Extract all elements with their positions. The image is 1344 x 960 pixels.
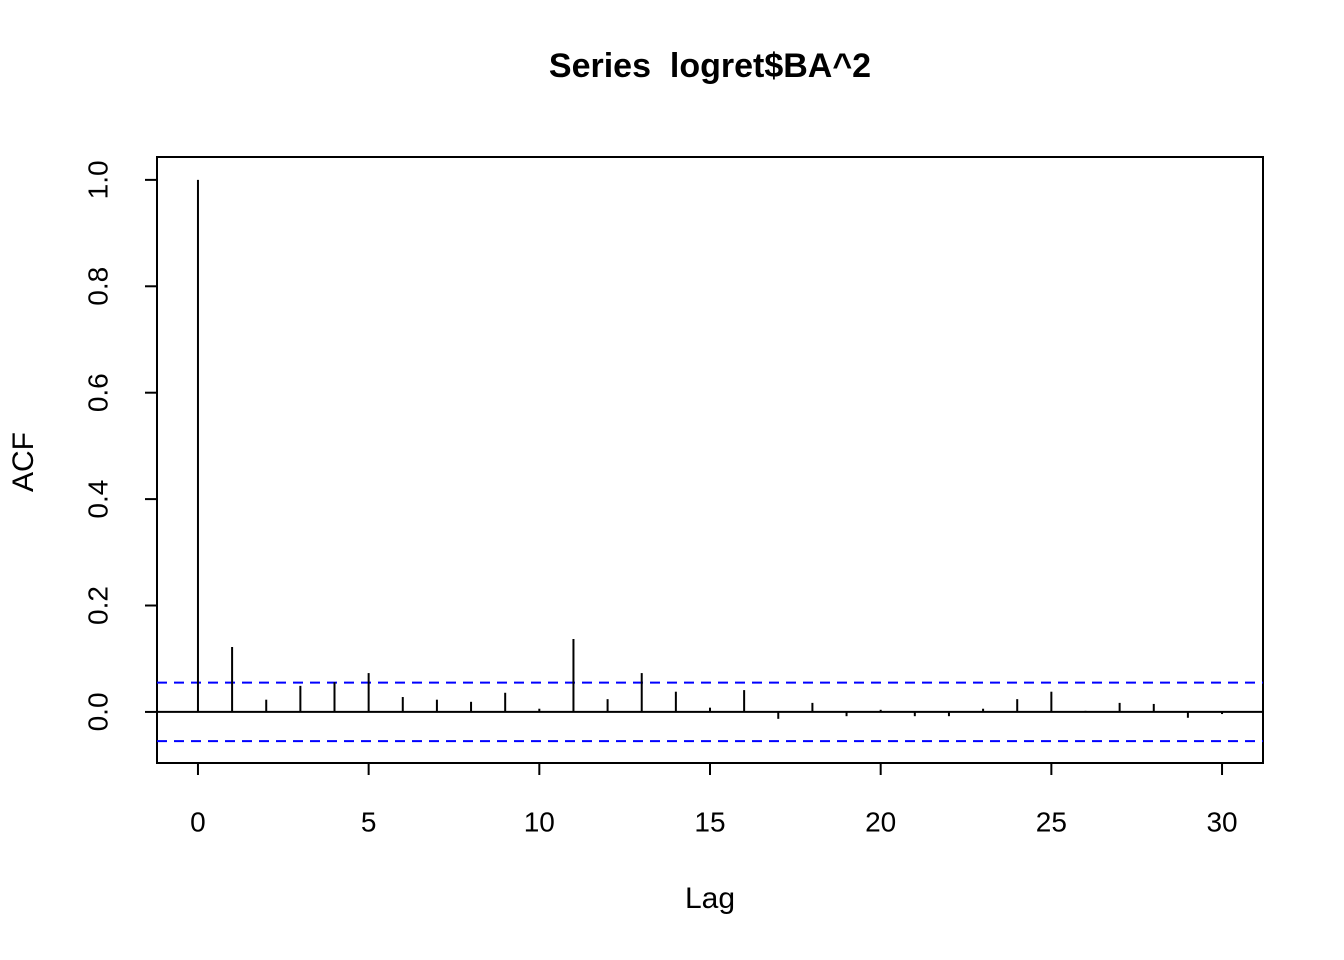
x-tick-label: 30: [1206, 806, 1237, 837]
x-tick-label: 0: [190, 806, 206, 837]
y-axis-label: ACF: [7, 432, 40, 492]
y-tick-label: 0.4: [82, 480, 113, 519]
y-tick-label: 0.2: [82, 586, 113, 625]
y-tick-label: 0.0: [82, 692, 113, 731]
y-tick-label: 1.0: [82, 160, 113, 199]
x-tick-label: 10: [524, 806, 555, 837]
chart-title: Series logret$BA^2: [549, 47, 871, 85]
plot-frame: [156, 156, 1264, 764]
y-tick-label: 0.6: [82, 373, 113, 412]
x-tick-label: 5: [361, 806, 377, 837]
x-axis-label: Lag: [685, 882, 735, 915]
x-tick-label: 20: [865, 806, 896, 837]
x-tick-label: 15: [694, 806, 725, 837]
y-tick-label: 0.8: [82, 267, 113, 306]
x-tick-label: 25: [1036, 806, 1067, 837]
